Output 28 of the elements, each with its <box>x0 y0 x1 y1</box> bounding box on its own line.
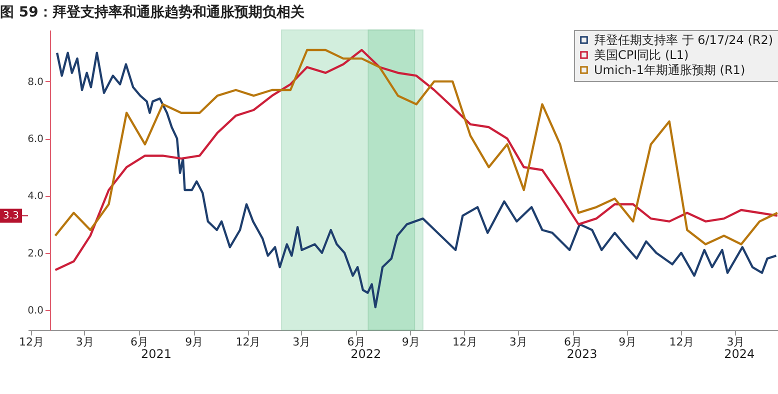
x2-tick-label: 2022 <box>350 347 382 361</box>
chart-title: 图 59：拜登支持率和通胀趋势和通胀预期负相关 <box>0 4 304 20</box>
x-tick-label: 12月 <box>669 336 694 348</box>
legend-label: 美国CPI同比 (L1) <box>594 48 689 62</box>
legend-label: 拜登任期支持率 于 6/17/24 (R2) <box>594 33 774 47</box>
y-tick-label: 0.0 <box>28 306 44 316</box>
x-tick-label: 9月 <box>402 336 420 348</box>
x-tick-label: 3月 <box>726 336 745 348</box>
y-tick-label: 6.0 <box>28 134 44 146</box>
x-tick-label: 6月 <box>130 336 149 348</box>
y-tick-label: 4.0 <box>28 191 44 202</box>
y-tick-label: 8.0 <box>28 76 44 88</box>
x2-tick-label: 2021 <box>140 347 172 361</box>
x-tick-label: 12月 <box>18 336 44 348</box>
x2-tick-label: 2024 <box>724 347 755 361</box>
x-tick-label: 6月 <box>564 336 582 348</box>
x-tick-label: 12月 <box>452 336 478 348</box>
x-tick-label: 12月 <box>236 336 261 348</box>
x-tick-label: 3月 <box>292 336 311 348</box>
x-tick-label: 6月 <box>347 336 366 348</box>
ref-line-label: 3.3 <box>3 210 19 222</box>
legend-label: Umich-1年期通胀预期 (R1) <box>594 63 746 77</box>
x2-tick-label: 2023 <box>566 347 598 361</box>
x-tick-label: 9月 <box>185 336 204 348</box>
x-tick-label: 3月 <box>76 336 94 348</box>
x-tick-label: 3月 <box>509 336 528 348</box>
x-tick-label: 9月 <box>618 336 637 348</box>
y-tick-label: 2.0 <box>28 248 44 260</box>
